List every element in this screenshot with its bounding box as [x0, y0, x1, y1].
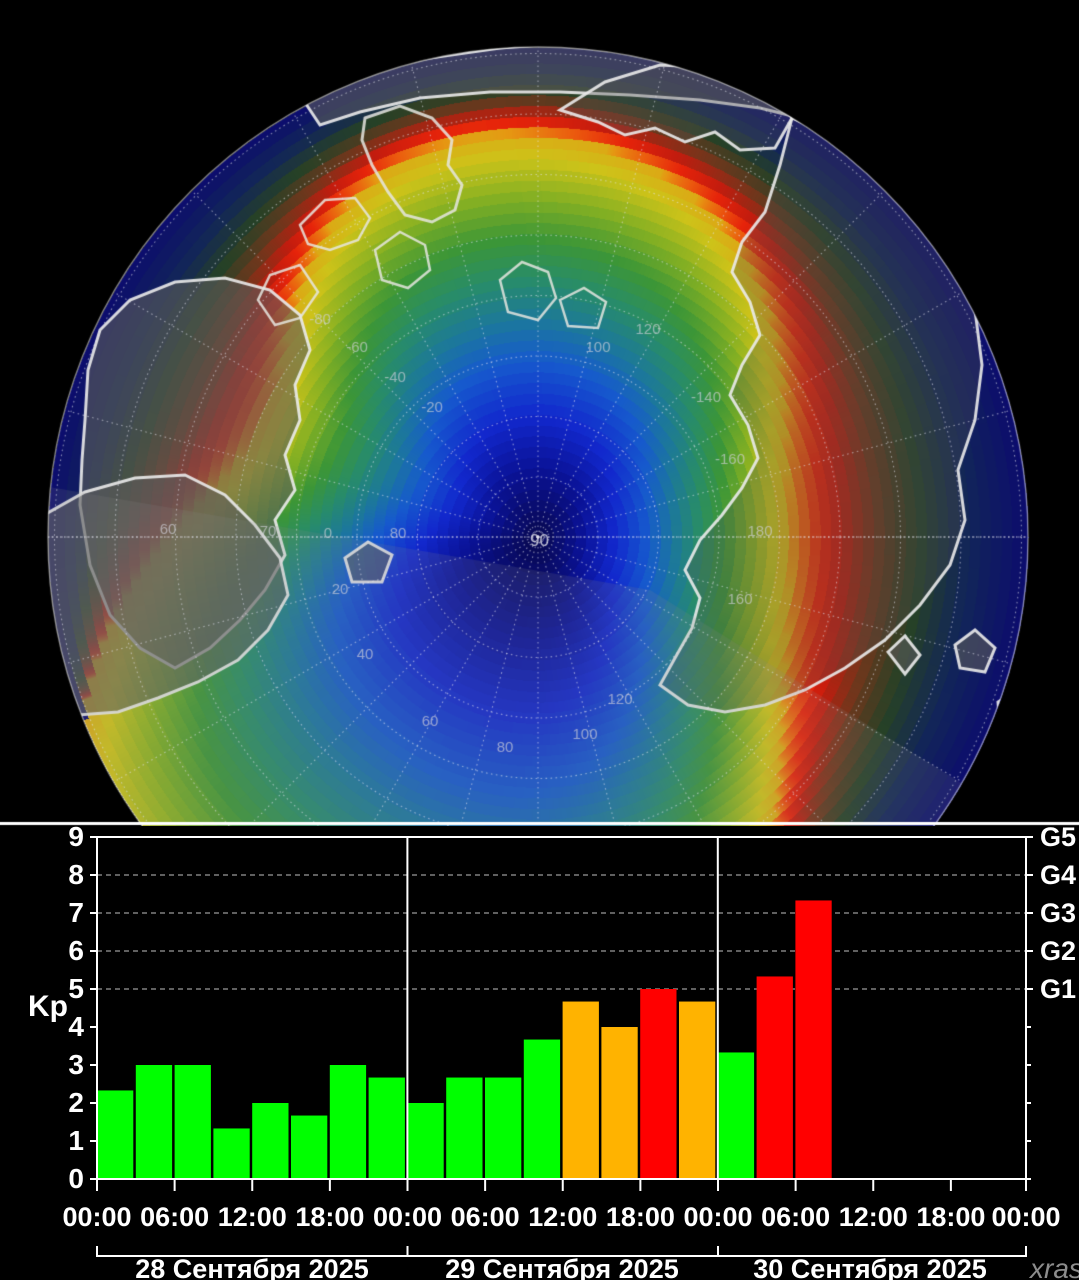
svg-text:0: 0	[68, 1163, 84, 1194]
svg-text:29 Сентября 2025: 29 Сентября 2025	[445, 1254, 678, 1280]
svg-text:Kp: Kp	[28, 990, 68, 1023]
svg-text:G4: G4	[1040, 860, 1076, 890]
svg-text:xras.ru: xras.ru	[1028, 1253, 1079, 1280]
svg-text:5: 5	[68, 973, 84, 1004]
svg-text:06:00: 06:00	[140, 1202, 209, 1232]
svg-text:18:00: 18:00	[916, 1202, 985, 1232]
svg-text:06:00: 06:00	[451, 1202, 520, 1232]
svg-text:4: 4	[68, 1011, 84, 1042]
svg-text:3: 3	[68, 1049, 84, 1080]
svg-text:06:00: 06:00	[761, 1202, 830, 1232]
svg-text:12:00: 12:00	[218, 1202, 287, 1232]
svg-text:G5: G5	[1040, 826, 1076, 852]
svg-text:2: 2	[68, 1087, 84, 1118]
svg-text:8: 8	[68, 859, 84, 890]
svg-text:18:00: 18:00	[606, 1202, 675, 1232]
svg-text:6: 6	[68, 935, 84, 966]
svg-text:1: 1	[68, 1125, 84, 1156]
svg-text:28 Сентября 2025: 28 Сентября 2025	[135, 1254, 368, 1280]
svg-text:30 Сентября 2025: 30 Сентября 2025	[753, 1254, 986, 1280]
svg-text:12:00: 12:00	[839, 1202, 908, 1232]
svg-text:18:00: 18:00	[295, 1202, 364, 1232]
svg-text:00:00: 00:00	[373, 1202, 442, 1232]
svg-text:12:00: 12:00	[528, 1202, 597, 1232]
svg-text:00:00: 00:00	[991, 1202, 1060, 1232]
svg-text:00:00: 00:00	[62, 1202, 131, 1232]
svg-text:G2: G2	[1040, 936, 1076, 966]
svg-text:00:00: 00:00	[683, 1202, 752, 1232]
svg-text:G1: G1	[1040, 974, 1076, 1004]
svg-text:9: 9	[68, 826, 84, 852]
svg-text:G3: G3	[1040, 898, 1076, 928]
svg-text:7: 7	[68, 897, 84, 928]
